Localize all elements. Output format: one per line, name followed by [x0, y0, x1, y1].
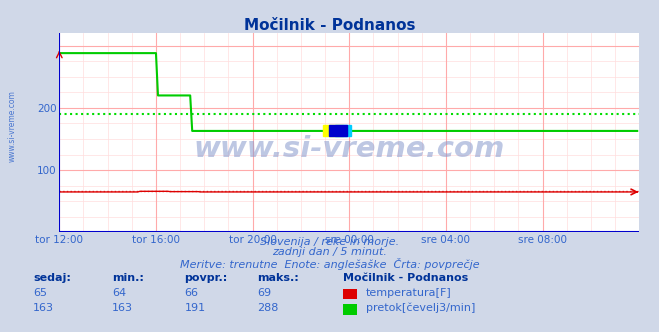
Text: Slovenija / reke in morje.: Slovenija / reke in morje.: [260, 237, 399, 247]
Text: min.:: min.:: [112, 273, 144, 283]
Text: Močilnik - Podnanos: Močilnik - Podnanos: [343, 273, 468, 283]
Text: 163: 163: [112, 303, 133, 313]
Text: www.si-vreme.com: www.si-vreme.com: [194, 135, 505, 163]
Text: Močilnik - Podnanos: Močilnik - Podnanos: [244, 18, 415, 33]
Text: zadnji dan / 5 minut.: zadnji dan / 5 minut.: [272, 247, 387, 257]
Text: 66: 66: [185, 288, 198, 298]
Text: 69: 69: [257, 288, 271, 298]
Text: 191: 191: [185, 303, 206, 313]
Text: pretok[čevelj3/min]: pretok[čevelj3/min]: [366, 303, 475, 313]
Bar: [335, 125, 351, 136]
Text: povpr.:: povpr.:: [185, 273, 228, 283]
Text: 64: 64: [112, 288, 126, 298]
Text: maks.:: maks.:: [257, 273, 299, 283]
Bar: [323, 125, 343, 136]
Text: temperatura[F]: temperatura[F]: [366, 288, 451, 298]
Text: sedaj:: sedaj:: [33, 273, 71, 283]
Bar: [329, 125, 347, 136]
Text: Meritve: trenutne  Enote: anglešaške  Črta: povprečje: Meritve: trenutne Enote: anglešaške Črta…: [180, 258, 479, 270]
Text: www.si-vreme.com: www.si-vreme.com: [8, 90, 17, 162]
Text: 65: 65: [33, 288, 47, 298]
Text: 288: 288: [257, 303, 278, 313]
Text: 163: 163: [33, 303, 54, 313]
